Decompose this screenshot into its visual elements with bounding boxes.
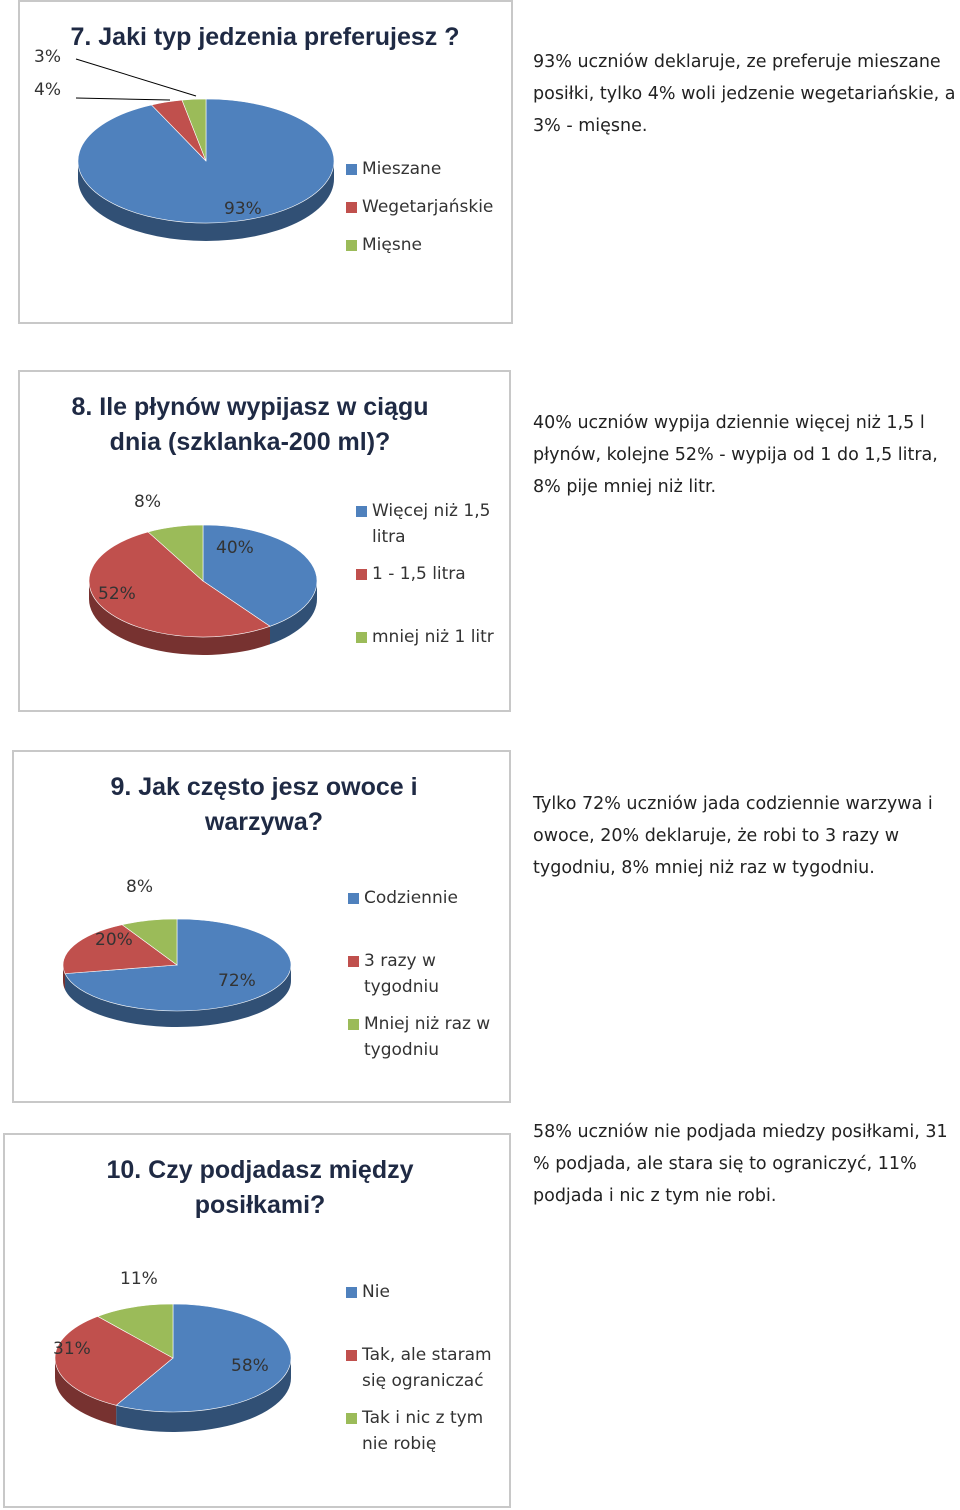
pie-chart-4: 58% 31% 11% [53, 1269, 292, 1432]
legend-item-nie: Nie [346, 1279, 506, 1305]
pie-side-3-0 [65, 965, 291, 1027]
pie-value-label-1-2: 3% [34, 47, 61, 67]
legend-item-mniej-niz: mniej niż 1 litr [356, 624, 516, 650]
legend-item-wiecej-niz: Więcej niż 1,5 litra [356, 498, 496, 550]
pie-chart-1: 93% 4% 3% [34, 47, 335, 241]
legend-label: mniej niż 1 litr [372, 627, 494, 647]
pie-slice-3-codziennie [64, 918, 292, 1012]
pie-value-label-2-2: 8% [134, 492, 161, 512]
chart-4-title: 10. Czy podjadasz między posiłkami? [106, 1156, 414, 1219]
pie-value-label-4-0: 58% [231, 1356, 269, 1376]
legend-swatch-blue [346, 1287, 357, 1298]
pie-chart-2: 40% 52% 8% [88, 492, 318, 655]
legend-item-miesne: Mięsne [346, 232, 506, 258]
legend-item-tak-i-nic: Tak i nic z tym nie robię [346, 1405, 486, 1457]
pie-side-1-0 [78, 161, 334, 241]
legend-swatch-red [348, 956, 359, 967]
pie-slice-4-nie [115, 1303, 292, 1413]
legend-label: Mięsne [362, 235, 422, 255]
pie-value-label-4-1: 31% [53, 1339, 91, 1359]
legend-swatch-green [346, 240, 357, 251]
legend-swatch-red [356, 569, 367, 580]
pie-slice-4-tak-ale-staram-się-ograniczać [54, 1316, 174, 1406]
pie-slice-2-więcej-niż-1-5-litra [202, 524, 318, 627]
legend-item-1-1-5: 1 - 1,5 litra [356, 561, 516, 587]
chart-2-title: 8. Ile płynów wypijasz w ciągu dnia (szk… [71, 393, 429, 456]
chart-4-description: 58% uczniów nie podjada miedzy posiłkami… [533, 1122, 948, 1206]
pie-value-label-3-1: 20% [95, 930, 133, 950]
pie-side-3-1 [63, 965, 66, 990]
pie-value-label-4-2: 11% [120, 1269, 158, 1289]
pie-value-label-3-2: 8% [126, 877, 153, 897]
chart-4-container: 58% 31% 11% 10. Czy podjadasz między posił… [3, 1133, 511, 1508]
legend-label: Mniej niż raz w tygodniu [364, 1014, 491, 1060]
legend-swatch-red [346, 1350, 357, 1361]
pie-slice-2-mniej-niż-1-litr [147, 524, 204, 582]
legend-swatch-green [356, 632, 367, 643]
legend-item-mieszane: Mieszane [346, 156, 506, 182]
pie-slice-4-tak-i-nic-z-tym-nie-robię [97, 1303, 174, 1359]
legend-label: Mieszane [362, 159, 442, 179]
chart-3-description: Tylko 72% uczniów jada codziennie warzyw… [533, 794, 933, 878]
legend-swatch-blue [348, 893, 359, 904]
legend-item-3-razy: 3 razy w tygodniu [348, 948, 468, 1000]
legend-label: Tak i nic z tym nie robię [362, 1408, 484, 1454]
pie-value-label-3-0: 72% [218, 971, 256, 991]
pie-side-2-1 [89, 581, 271, 655]
legend-label: Więcej niż 1,5 litra [372, 501, 491, 547]
pie-value-label-2-1: 52% [98, 584, 136, 604]
legend-item-tak-ale: Tak, ale staram się ograniczać [346, 1342, 496, 1394]
legend-item-mniej-niz-raz: Mniej niż raz w tygodniu [348, 1011, 498, 1063]
legend-swatch-blue [346, 164, 357, 175]
legend-label: 1 - 1,5 litra [372, 564, 466, 584]
legend-swatch-green [348, 1019, 359, 1030]
legend-label: 3 razy w tygodniu [364, 951, 439, 997]
legend-label: Tak, ale staram się ograniczać [362, 1345, 492, 1391]
legend-swatch-green [346, 1413, 357, 1424]
pie-side-4-0 [116, 1358, 291, 1432]
pie-value-label-1-1: 4% [34, 80, 61, 100]
chart-3-container: 72% 20% 8% 9. Jak często jesz owoce i warz… [12, 750, 511, 1103]
pie-slice-1-mięsne [181, 98, 207, 162]
pie-slice-3-mniej-niż-raz-w-tygodniu [121, 918, 178, 966]
chart-3-title: 9. Jak często jesz owoce i warzywa? [110, 773, 418, 836]
legend-swatch-blue [356, 506, 367, 517]
pie-side-2-0 [270, 581, 317, 645]
chart-1-title: 7. Jaki typ jedzenia preferujesz ? [70, 23, 460, 51]
pie-slice-2-1-1-5-litra [88, 531, 271, 638]
legend-label: Nie [362, 1282, 390, 1302]
legend-label: Wegetarjańskie [362, 197, 494, 217]
legend-label: Codziennie [364, 888, 458, 908]
pie-chart-3: 72% 20% 8% [62, 877, 292, 1027]
chart-2-container: 40% 52% 8% 8. Ile płynów wypijasz w ciągu … [18, 370, 511, 712]
legend-item-wegetarjanskie: Wegetarjańskie [346, 194, 506, 220]
chart-2-description: 40% uczniów wypija dziennie więcej niż 1… [533, 413, 938, 497]
chart-1-description: 93% uczniów deklaruje, ze preferuje mies… [533, 52, 956, 136]
legend-swatch-red [346, 202, 357, 213]
pie-value-label-2-0: 40% [216, 538, 254, 558]
chart-1-container: 93% 4% 3% 7. Jaki typ jedzenia preferujesz… [18, 0, 513, 324]
leader-line-1 [75, 97, 171, 101]
legend-item-codziennie: Codziennie [348, 885, 508, 911]
leader-line-0 [75, 58, 197, 97]
pie-slice-3-3-razy-w-tygodniu [62, 924, 178, 974]
pie-value-label-1-0: 93% [224, 199, 262, 219]
pie-side-4-1 [55, 1358, 117, 1426]
